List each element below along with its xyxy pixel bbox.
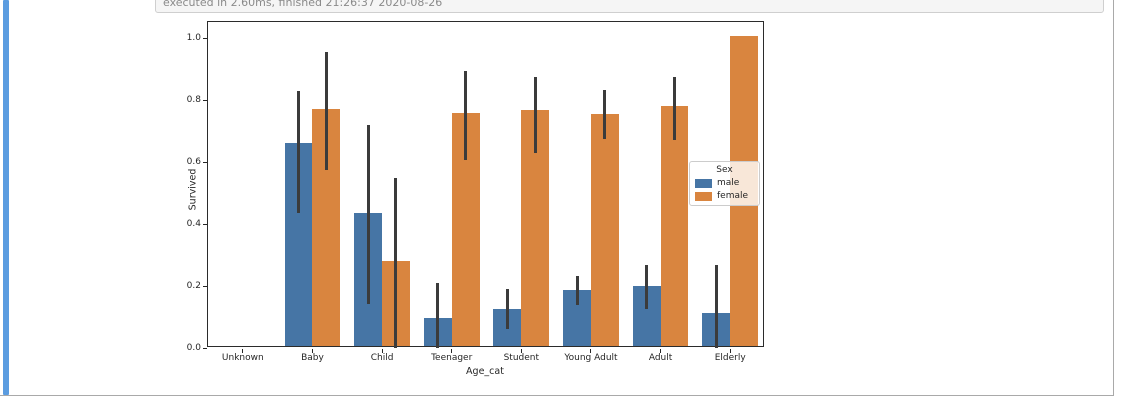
x-tick-label-child: Child — [370, 353, 394, 363]
error-bar-female-teenager — [464, 70, 468, 160]
y-tick-mark — [203, 223, 207, 225]
legend-label-female: female — [717, 191, 749, 201]
x-tick-mark — [729, 349, 731, 353]
x-tick-mark — [381, 349, 383, 353]
x-axis-label: Age_cat — [466, 366, 504, 377]
x-tick-label-student: Student — [503, 353, 540, 363]
x-tick-label-unknown: Unknown — [221, 353, 264, 363]
x-tick-label-young-adult: Young Adult — [564, 353, 618, 363]
legend-item-female: female — [695, 191, 754, 201]
y-tick-label: 0.6 — [186, 156, 201, 167]
legend-label-male: male — [717, 178, 740, 188]
y-tick-label: 0.4 — [186, 218, 201, 229]
error-bar-male-student — [505, 289, 509, 330]
y-tick-label: 0.0 — [186, 342, 201, 353]
active-cell-indicator[interactable] — [3, 0, 9, 395]
x-tick-mark — [451, 349, 453, 353]
x-tick-mark — [311, 349, 313, 353]
x-tick-mark — [660, 349, 662, 353]
error-bar-female-baby — [324, 52, 328, 171]
error-bar-male-teenager — [436, 282, 440, 348]
error-bar-male-baby — [297, 90, 300, 214]
x-tick-mark — [590, 349, 592, 353]
y-axis-label: Survived — [187, 168, 199, 211]
x-tick-label-baby: Baby — [301, 353, 324, 363]
chart-figure: Survived Age_cat Sex male female 0.0 0.2 0… — [163, 15, 784, 381]
bar-female-young-adult — [590, 114, 619, 346]
error-bar-male-child — [366, 124, 370, 304]
chart-legend: Sex male female — [689, 161, 760, 206]
legend-title: Sex — [716, 165, 733, 175]
execution-status-text: executed in 2.60ms, finished 21:26:37 20… — [163, 0, 443, 9]
y-tick-label: 0.2 — [186, 280, 201, 291]
execution-status-bar: executed in 2.60ms, finished 21:26:37 20… — [155, 0, 1104, 13]
y-tick-mark — [203, 285, 207, 287]
x-tick-label-elderly: Elderly — [714, 353, 746, 363]
x-tick-mark — [520, 349, 522, 353]
chart-plot-area: Sex male female 0.0 0.2 0.4 0.6 0.8 1.0 Unknow… — [187, 21, 764, 363]
legend-item-male: male — [695, 178, 754, 188]
error-bar-male-adult — [645, 265, 649, 310]
error-bar-male-elderly — [714, 264, 718, 348]
y-tick-mark — [203, 37, 207, 39]
y-tick-label: 1.0 — [186, 32, 201, 43]
male-color-swatch — [695, 178, 712, 188]
error-bar-male-young-adult — [575, 275, 579, 306]
female-color-swatch — [695, 191, 712, 201]
error-bar-female-young-adult — [603, 90, 607, 140]
error-bar-female-adult — [672, 76, 676, 141]
error-bar-female-student — [533, 76, 537, 154]
y-tick-mark — [203, 99, 207, 101]
bar-female-adult — [660, 106, 689, 346]
y-tick-mark — [203, 347, 207, 349]
x-tick-label-teenager: Teenager — [431, 353, 473, 363]
x-tick-label-adult: Adult — [648, 353, 673, 363]
y-tick-mark — [203, 161, 207, 163]
y-tick-label: 0.8 — [186, 94, 201, 105]
x-tick-mark — [242, 349, 244, 353]
error-bar-female-child — [394, 177, 398, 348]
